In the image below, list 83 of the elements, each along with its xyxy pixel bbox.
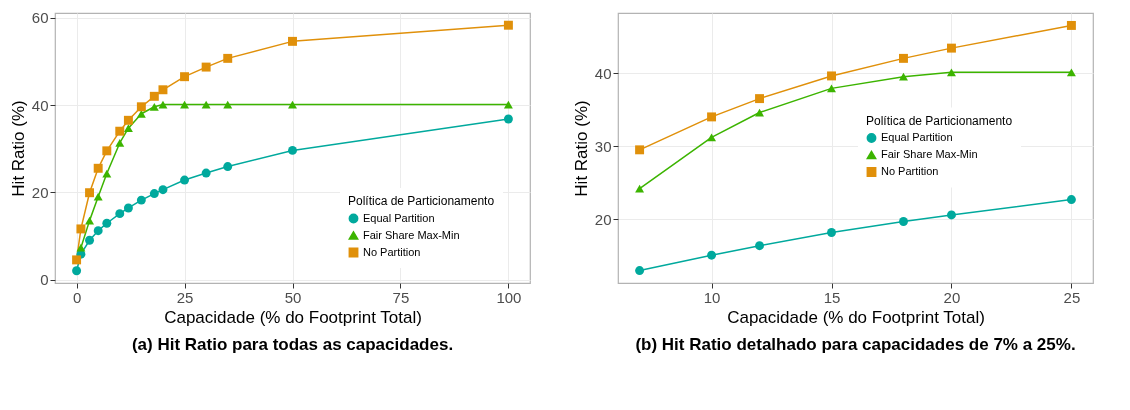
point: [899, 217, 908, 226]
point: [827, 84, 836, 93]
point: [1066, 68, 1076, 77]
point: [149, 91, 159, 101]
point: [123, 203, 133, 213]
point: [136, 195, 146, 205]
point: [149, 189, 159, 199]
point: [707, 133, 717, 142]
x-tick-label: 15: [823, 288, 841, 306]
x-tick-label: 50: [284, 288, 302, 306]
y-tick-label: 30: [594, 137, 612, 155]
x-axis-title: Capacidade (% do Footprint Total): [727, 307, 985, 327]
point: [93, 192, 103, 201]
point: [85, 188, 95, 198]
x-tick-label: 100: [496, 288, 522, 306]
point: [503, 114, 513, 124]
point: [946, 68, 956, 77]
point: [102, 218, 112, 228]
legend-label: Fair Share Max-Min: [363, 228, 460, 241]
x-tick-label: 10: [703, 288, 721, 306]
x-axis-title: Capacidade (% do Footprint Total): [164, 307, 422, 327]
point: [755, 241, 765, 251]
legend-label: No Partition: [363, 245, 421, 258]
legend-title: Política de Particionamento: [866, 113, 1013, 128]
point: [102, 146, 112, 156]
point: [76, 243, 86, 252]
legend-label: Equal Partition: [881, 131, 953, 143]
point: [899, 72, 908, 81]
legend-label: Equal Partition: [363, 211, 435, 224]
point: [899, 53, 908, 63]
point: [123, 124, 133, 133]
x-tick-label: 0: [72, 288, 82, 306]
point: [755, 94, 765, 104]
point: [158, 85, 168, 95]
y-tick-label: 60: [31, 9, 49, 27]
point: [93, 163, 103, 173]
point: [93, 226, 103, 236]
y-tick-label: 40: [31, 96, 49, 114]
y-tick-label: 40: [594, 64, 612, 82]
point: [180, 175, 190, 185]
x-tick-label: 20: [943, 288, 961, 306]
point: [1066, 195, 1076, 205]
point: [946, 43, 956, 53]
point: [503, 20, 513, 30]
point: [707, 112, 717, 122]
point: [707, 250, 717, 260]
point: [72, 266, 82, 276]
point: [123, 115, 133, 125]
point: [635, 266, 645, 276]
text: (a) Hit Ratio para todas as capacidades.: [131, 335, 454, 354]
y-tick-label: 20: [594, 210, 612, 228]
point: [115, 139, 125, 147]
point: [223, 53, 233, 63]
y-tick-label: 20: [31, 183, 49, 201]
point: [635, 145, 645, 155]
x-tick-label: 75: [392, 288, 410, 306]
point: [288, 145, 297, 155]
point: [201, 168, 211, 178]
x-tick-label: 25: [176, 288, 194, 306]
point: [946, 210, 956, 220]
y-axis-title: Hit Ratio (%): [8, 100, 28, 197]
point: [115, 209, 125, 219]
y-axis-title: Hit Ratio (%): [571, 100, 591, 197]
point: [827, 71, 836, 81]
point: [180, 72, 190, 82]
legend-label: Fair Share Max-Min: [881, 148, 978, 160]
point: [1066, 20, 1076, 30]
point: [288, 36, 297, 46]
x-tick-label: 25: [1063, 288, 1081, 306]
point: [158, 185, 168, 195]
point: [201, 62, 211, 72]
legend-title: Política de Particionamento: [348, 194, 495, 208]
point: [85, 235, 95, 245]
y-tick-label: 0: [40, 271, 49, 289]
text: (b) Hit Ratio detalhado para capacidades de 7% a 25%.: [635, 335, 1076, 354]
point: [149, 102, 159, 111]
point: [72, 255, 82, 265]
point: [136, 102, 146, 112]
point: [115, 126, 125, 136]
legend-label: No Partition: [881, 165, 939, 177]
point: [223, 162, 233, 171]
point: [827, 228, 836, 237]
point: [76, 224, 86, 234]
